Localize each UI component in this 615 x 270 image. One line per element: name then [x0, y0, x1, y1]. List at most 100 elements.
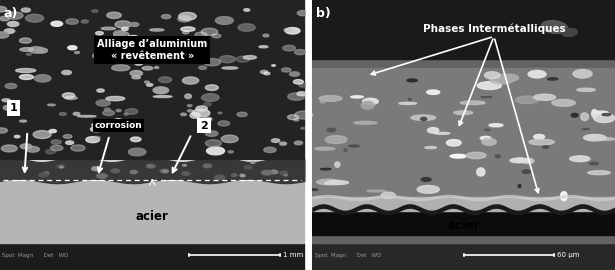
- Circle shape: [90, 127, 103, 132]
- Circle shape: [1, 145, 17, 152]
- Circle shape: [204, 103, 212, 106]
- Ellipse shape: [602, 114, 611, 116]
- Circle shape: [147, 164, 155, 168]
- Circle shape: [130, 171, 137, 174]
- Ellipse shape: [434, 132, 450, 134]
- Circle shape: [50, 145, 63, 151]
- Ellipse shape: [185, 94, 191, 99]
- Circle shape: [100, 57, 113, 63]
- Text: 1: 1: [10, 103, 17, 113]
- Ellipse shape: [3, 105, 19, 111]
- Ellipse shape: [354, 122, 377, 124]
- Circle shape: [270, 170, 278, 174]
- Circle shape: [240, 175, 245, 177]
- Ellipse shape: [132, 76, 141, 79]
- Ellipse shape: [485, 129, 490, 131]
- Circle shape: [0, 6, 7, 12]
- Circle shape: [179, 12, 196, 20]
- Circle shape: [231, 174, 237, 176]
- Text: 2: 2: [200, 120, 208, 131]
- Ellipse shape: [595, 138, 614, 140]
- Ellipse shape: [259, 46, 268, 48]
- Ellipse shape: [427, 90, 440, 94]
- Circle shape: [46, 149, 55, 154]
- Ellipse shape: [495, 74, 518, 82]
- Circle shape: [92, 167, 101, 171]
- Circle shape: [114, 119, 122, 122]
- Ellipse shape: [599, 114, 605, 117]
- Circle shape: [97, 89, 105, 92]
- Ellipse shape: [528, 70, 546, 78]
- Ellipse shape: [381, 192, 395, 198]
- Circle shape: [66, 141, 74, 144]
- Ellipse shape: [153, 96, 172, 97]
- Ellipse shape: [496, 155, 500, 158]
- Circle shape: [282, 68, 291, 72]
- Ellipse shape: [485, 72, 500, 79]
- Circle shape: [20, 144, 32, 149]
- Ellipse shape: [581, 113, 589, 121]
- Circle shape: [244, 166, 252, 169]
- Circle shape: [111, 169, 119, 173]
- Circle shape: [215, 175, 224, 180]
- Circle shape: [236, 56, 250, 62]
- Circle shape: [299, 84, 307, 87]
- Circle shape: [51, 21, 63, 26]
- Ellipse shape: [335, 162, 340, 167]
- Ellipse shape: [310, 189, 317, 190]
- Ellipse shape: [534, 134, 544, 139]
- Ellipse shape: [480, 136, 491, 140]
- Text: acier: acier: [447, 219, 480, 232]
- Ellipse shape: [542, 146, 549, 148]
- Ellipse shape: [47, 104, 55, 106]
- Ellipse shape: [577, 88, 595, 91]
- Ellipse shape: [344, 148, 347, 151]
- Circle shape: [294, 119, 299, 121]
- Circle shape: [207, 147, 224, 155]
- Circle shape: [295, 50, 306, 55]
- Circle shape: [130, 70, 143, 76]
- Circle shape: [101, 175, 104, 177]
- Ellipse shape: [571, 113, 578, 117]
- Ellipse shape: [407, 79, 417, 82]
- Ellipse shape: [425, 147, 437, 149]
- Circle shape: [218, 121, 229, 126]
- Ellipse shape: [190, 113, 200, 118]
- Circle shape: [36, 48, 47, 53]
- Ellipse shape: [510, 158, 529, 163]
- Ellipse shape: [325, 181, 349, 184]
- Ellipse shape: [477, 168, 485, 176]
- Circle shape: [204, 59, 220, 66]
- Circle shape: [6, 12, 23, 19]
- Circle shape: [34, 75, 51, 82]
- Ellipse shape: [351, 96, 363, 98]
- Ellipse shape: [516, 158, 525, 162]
- Circle shape: [188, 110, 192, 112]
- Ellipse shape: [320, 101, 325, 103]
- Circle shape: [162, 170, 168, 173]
- Ellipse shape: [244, 56, 256, 59]
- Ellipse shape: [20, 75, 33, 79]
- Circle shape: [93, 53, 108, 59]
- Circle shape: [297, 11, 309, 16]
- Ellipse shape: [481, 97, 492, 98]
- Circle shape: [115, 21, 131, 28]
- Circle shape: [44, 172, 49, 174]
- Text: Phases Intermétalliques: Phases Intermétalliques: [423, 23, 565, 33]
- Circle shape: [114, 30, 125, 36]
- Circle shape: [93, 136, 100, 139]
- Polygon shape: [312, 0, 615, 59]
- Ellipse shape: [315, 147, 335, 150]
- Ellipse shape: [548, 78, 558, 80]
- Circle shape: [261, 170, 272, 175]
- Circle shape: [71, 145, 85, 151]
- Ellipse shape: [399, 102, 416, 104]
- Text: 1 mm: 1 mm: [282, 252, 303, 258]
- Circle shape: [215, 16, 233, 24]
- Circle shape: [49, 130, 57, 133]
- Circle shape: [180, 18, 184, 21]
- Circle shape: [188, 105, 192, 107]
- Circle shape: [295, 141, 303, 145]
- Circle shape: [0, 128, 7, 133]
- Circle shape: [205, 140, 221, 147]
